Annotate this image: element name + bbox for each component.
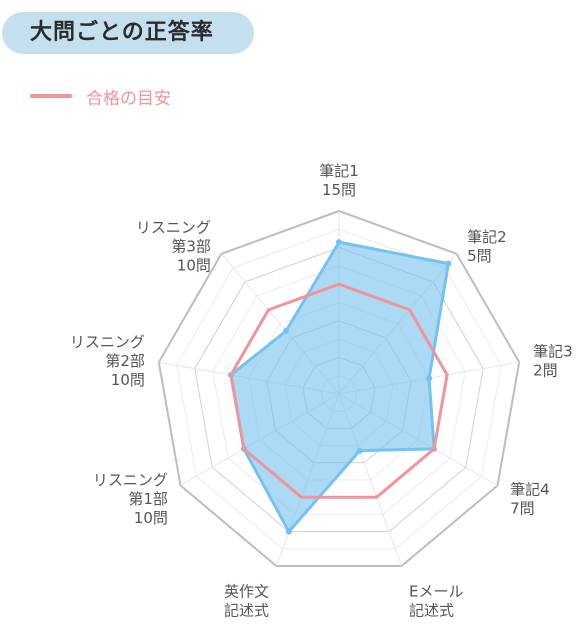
axis-label-line: リスニング xyxy=(93,471,168,489)
axis-label: リスニング第3部 10問 xyxy=(136,219,211,275)
axis-label: リスニング第2部 10問 xyxy=(70,333,145,389)
title-pill xyxy=(2,12,254,54)
axis-label-line: 第1部 xyxy=(128,490,168,508)
axis-label-line: リスニング xyxy=(70,333,145,351)
legend-label: 合格の目安 xyxy=(86,88,171,109)
axis-label-line: 第3部 xyxy=(171,238,211,256)
axis-label-line: 7問 xyxy=(510,500,535,518)
score-point xyxy=(336,239,342,246)
axis-label: 筆記1 15問 xyxy=(319,162,359,199)
axis-label-line: 英作文 xyxy=(224,582,269,600)
axis-label-line: 筆記3 xyxy=(533,343,573,361)
axis-label-line: 10問 xyxy=(134,509,168,527)
axis-label-line: 10問 xyxy=(111,371,145,389)
grid-ring xyxy=(212,265,466,515)
axis-label: 英作文記述式 xyxy=(224,582,269,619)
axis-label-line: 筆記2 xyxy=(467,228,507,246)
score-point xyxy=(356,447,363,454)
axis-label: 筆記3 2問 xyxy=(533,343,573,380)
grid-ring xyxy=(194,247,484,533)
score-point xyxy=(445,260,452,267)
score-point xyxy=(283,327,290,334)
axis-label-line: 2問 xyxy=(533,362,558,380)
axis-label: Eメール記述式 xyxy=(409,582,463,619)
axis-label-line: 15問 xyxy=(322,181,356,199)
axis-label: リスニング第1部 10問 xyxy=(93,471,168,527)
axis-label-line: 5問 xyxy=(467,247,492,265)
axis-label: 筆記2 5問 xyxy=(467,228,507,265)
axis-label-line: 記述式 xyxy=(224,601,269,619)
legend: 合格の目安 xyxy=(30,84,171,109)
axis-label-line: 10問 xyxy=(177,257,211,275)
score-point xyxy=(285,528,292,535)
axis-label-line: Eメール xyxy=(409,582,463,600)
score-point xyxy=(426,375,433,382)
axis-label-line: 筆記4 xyxy=(510,481,550,499)
score-area xyxy=(229,240,450,534)
chart-title: 大問ごとの正答率 xyxy=(30,20,214,45)
axis-label-line: 筆記1 xyxy=(319,162,359,180)
grid-ring xyxy=(157,209,521,567)
axis-label-line: 第2部 xyxy=(105,352,145,370)
passing-line xyxy=(229,282,449,499)
grid-ring xyxy=(176,228,502,550)
axis-label-line: 記述式 xyxy=(409,601,454,619)
legend-swatch xyxy=(30,94,72,98)
axis-label-line: リスニング xyxy=(136,219,211,237)
axis-label: 筆記4 7問 xyxy=(510,481,550,518)
